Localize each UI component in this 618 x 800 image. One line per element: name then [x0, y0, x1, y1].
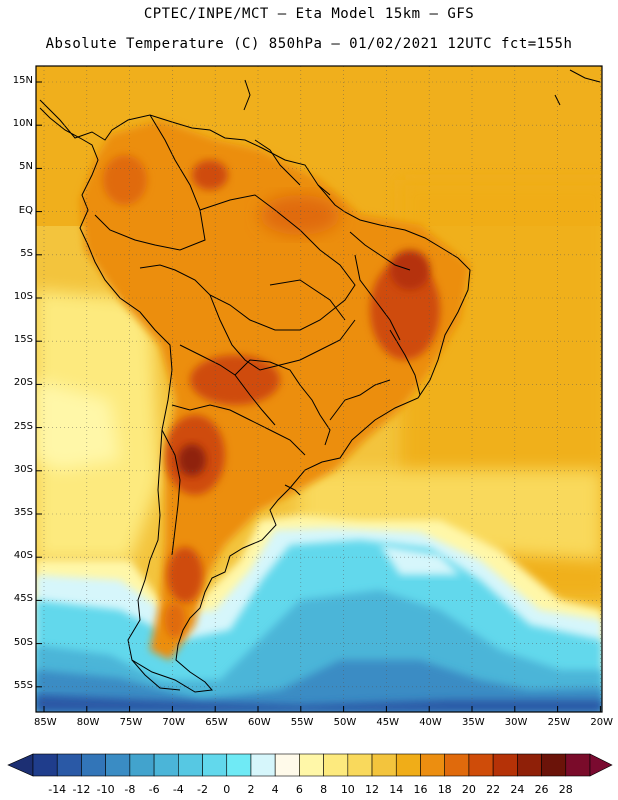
temperature-field	[36, 66, 602, 712]
colorbar-tick-label: 22	[486, 783, 501, 796]
colorbar-tick-label: -14	[48, 783, 67, 796]
colorbar-tick-label: -12	[72, 783, 91, 796]
lat-label: 25S	[13, 420, 33, 432]
colorbar-tick-label: 26	[534, 783, 549, 796]
colorbar-tick-label: 4	[271, 783, 279, 796]
colorbar-segment	[347, 753, 373, 777]
colorbar-segment	[492, 753, 518, 777]
lat-label: 30S	[13, 463, 33, 475]
colorbar-segment	[202, 753, 228, 777]
lat-label: EQ	[18, 204, 33, 216]
lon-label: 35W	[462, 717, 485, 728]
colorbar-tick-label: 28	[558, 783, 573, 796]
lon-label: 40W	[419, 717, 442, 728]
lon-label: 60W	[248, 717, 271, 728]
colorbar-segment	[32, 753, 58, 777]
colorbar-segment	[565, 753, 591, 777]
colorbar-tick-label: 20	[461, 783, 476, 796]
lat-label: 15S	[13, 334, 33, 346]
lon-label: 45W	[376, 717, 400, 728]
title-line-2: Absolute Temperature (C) 850hPa – 01/02/…	[45, 36, 573, 52]
colorbar-segment	[105, 753, 131, 777]
colorbar-segment	[129, 753, 155, 777]
colorbar-tick-label: -10	[96, 783, 115, 796]
lat-label: 10N	[12, 118, 33, 130]
colorbar-tick-label: 8	[320, 783, 328, 796]
colorbar-segment	[274, 753, 300, 777]
colorbar-tick-label: -6	[148, 783, 160, 796]
coastline	[39, 69, 601, 693]
lat-label: 20S	[13, 377, 33, 389]
colorbar-segment	[178, 753, 203, 777]
colorbar-segment	[517, 753, 542, 777]
colorbar-tick-label: 12	[365, 783, 380, 796]
colorbar-tick-label: 0	[223, 783, 231, 796]
title-line-1: CPTEC/INPE/MCT – Eta Model 15km – GFS	[143, 6, 475, 22]
colorbar-arrow-left	[7, 753, 34, 777]
lat-label: 50S	[13, 636, 33, 648]
colorbar-segment	[56, 753, 82, 777]
colorbar-tick-label: -8	[124, 783, 136, 796]
colorbar-tick-label: 2	[247, 783, 255, 796]
lat-label: 35S	[13, 507, 33, 518]
colorbar-segment	[444, 753, 470, 777]
lon-label: 55W	[290, 717, 314, 728]
lon-label: 65W	[205, 717, 228, 728]
lon-label: 50W	[333, 717, 357, 728]
colorbar-tick-label: 6	[295, 783, 303, 796]
colorbar-segment	[395, 753, 421, 777]
colorbar-tick-label: 24	[510, 783, 525, 796]
colorbar-segment	[81, 753, 106, 777]
colorbar	[7, 753, 613, 777]
lon-label: 30W	[504, 717, 528, 728]
lon-label: 20W	[590, 717, 614, 728]
lat-label: 5S	[20, 247, 33, 259]
colorbar-segment	[226, 753, 252, 777]
lon-label: 85W	[34, 717, 57, 728]
colorbar-segment	[299, 753, 324, 777]
lon-label: 25W	[547, 717, 571, 728]
lat-label: 10S	[13, 291, 33, 302]
colorbar-segment	[371, 753, 397, 777]
axis-ticks	[36, 81, 601, 712]
lat-label: 5N	[19, 161, 33, 173]
colorbar-tick-label: 18	[437, 783, 452, 796]
colorbar-tick-label: -2	[197, 783, 208, 796]
colorbar-tick-label: 10	[340, 783, 355, 796]
colorbar-tick-label: 16	[413, 783, 428, 796]
lat-label: 45S	[13, 593, 33, 605]
colorbar-segment	[541, 753, 567, 777]
colorbar-arrow-right	[589, 753, 613, 777]
colorbar-tick-label: 14	[389, 783, 404, 796]
colorbar-segment	[323, 753, 349, 777]
colorbar-segment	[468, 753, 494, 777]
map-frame	[35, 65, 603, 713]
colorbar-tick-label: -4	[172, 783, 184, 796]
colorbar-segment	[420, 753, 445, 777]
lat-label: 15N	[12, 75, 33, 86]
lat-label: 55S	[13, 679, 33, 691]
lon-label: 75W	[119, 717, 143, 728]
lon-label: 70W	[162, 717, 186, 728]
colorbar-segment	[250, 753, 276, 777]
lon-label: 80W	[76, 717, 100, 728]
colorbar-segment	[153, 753, 179, 777]
lat-label: 40S	[13, 550, 33, 562]
